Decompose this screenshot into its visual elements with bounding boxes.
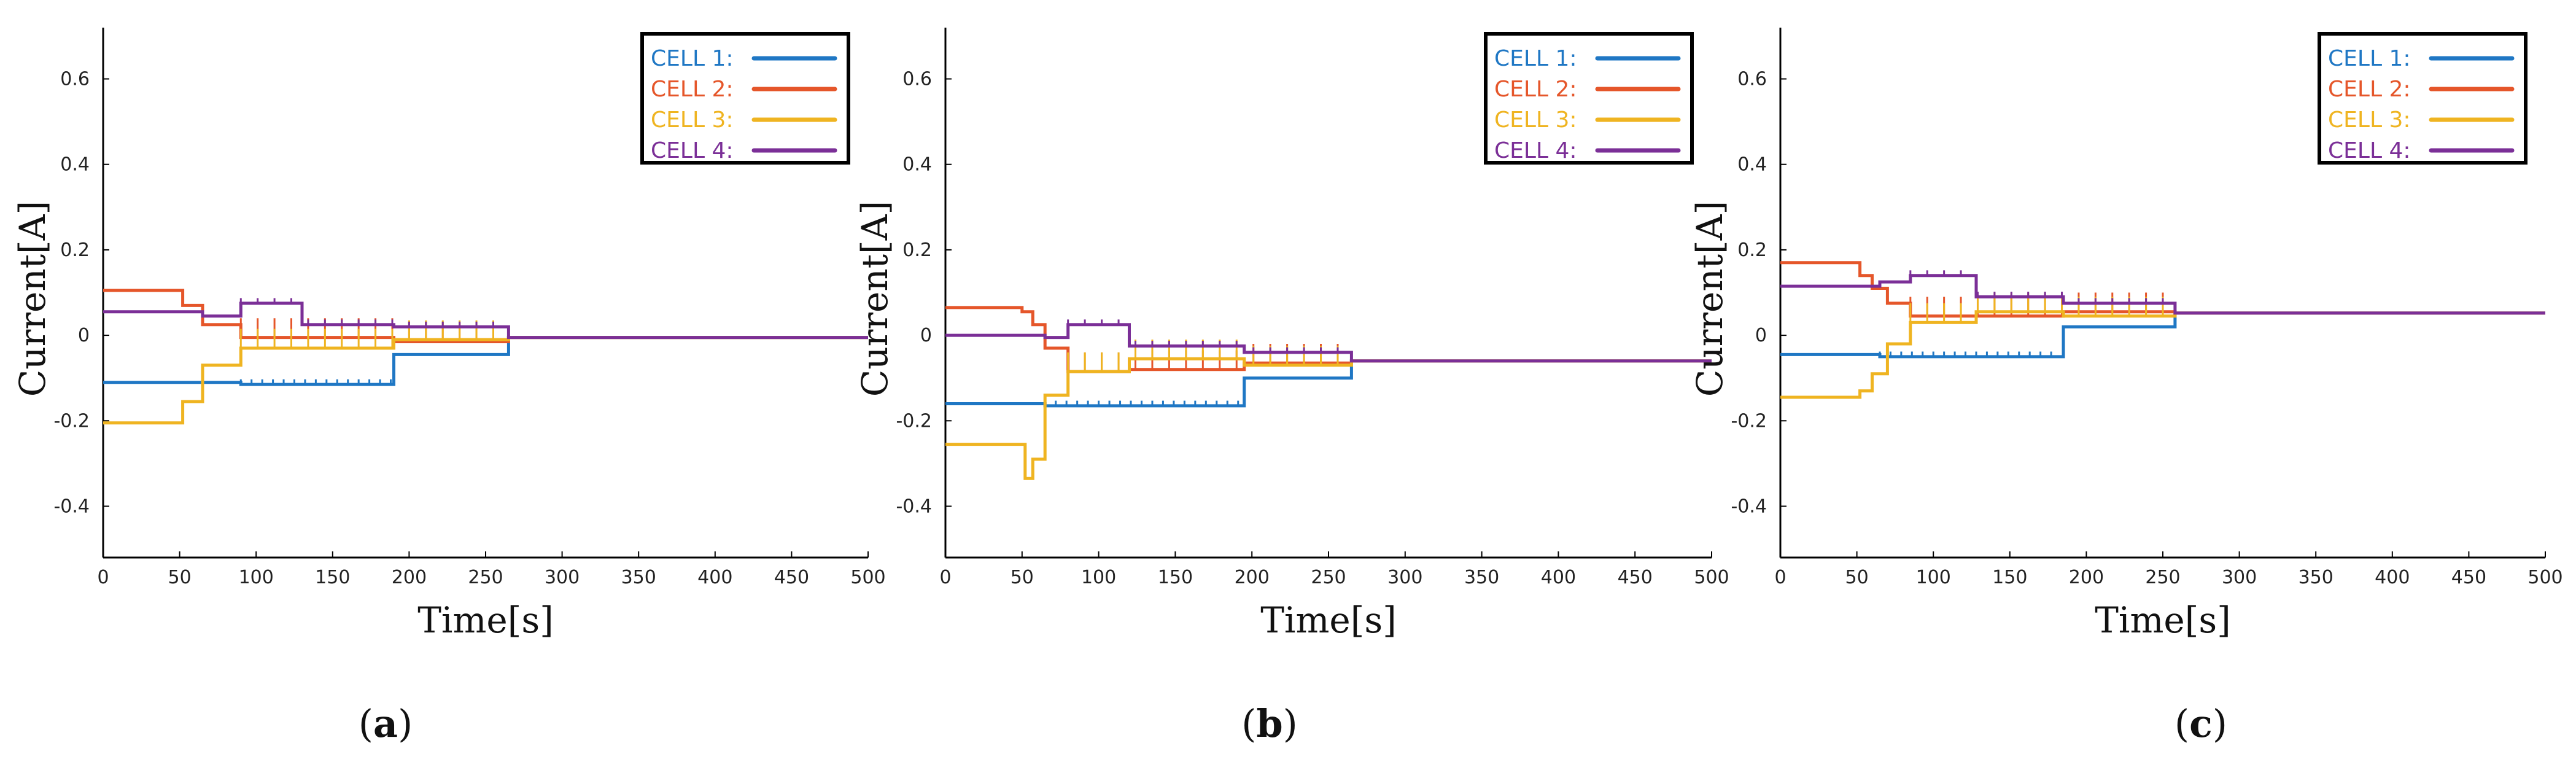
x-tick-label: 450: [2451, 567, 2486, 588]
y-tick-label: -0.4: [1731, 496, 1767, 517]
legend: CELL 1: CELL 2: CELL 3: CELL 4:: [2318, 32, 2528, 165]
panel-caption: (c): [2174, 701, 2227, 746]
series-line-cell-4: [945, 323, 1712, 363]
x-tick-label: 400: [1541, 567, 1576, 588]
x-axis-label: Time[s]: [1260, 599, 1397, 641]
y-tick-label: -0.2: [53, 410, 90, 432]
y-tick-label: 0: [1755, 325, 1767, 346]
series-spikes-cell-4: [1067, 319, 1339, 352]
legend-label-cell-1: CELL 1:: [1494, 46, 1577, 71]
legend-label-cell-4: CELL 4:: [651, 138, 733, 163]
x-tick-label: 300: [545, 567, 580, 588]
y-tick-label: 0.2: [60, 239, 90, 261]
x-tick-label: 50: [1011, 567, 1034, 588]
series-line-cell-3: [103, 336, 868, 425]
series-line-cell-4: [1780, 274, 2545, 315]
legend-label-cell-2: CELL 2:: [651, 77, 733, 102]
chart-panel-c: 0 50 100 150 200 250 300 350 400 450 500 -0.4 -0.2 0 0…: [1689, 28, 2563, 746]
legend-label-cell-4: CELL 4:: [1494, 138, 1577, 163]
x-tick-label: 300: [1387, 567, 1422, 588]
x-tick-label: 200: [392, 567, 427, 588]
legend-box: [640, 32, 850, 165]
series-spikes-cell-1: [1879, 351, 2052, 357]
x-axis-label: Time[s]: [417, 599, 554, 641]
legend-label-cell-3: CELL 3:: [1494, 107, 1577, 133]
chart-panel-a: 0 50 100 150 200 250 300 350 400 450 500 -0.4 -0.2 0 0…: [12, 28, 886, 746]
legend-label-cell-3: CELL 3:: [651, 107, 733, 133]
series-spikes-cell-4: [239, 298, 494, 327]
x-tick-label: 300: [2222, 567, 2257, 588]
x-tick-label: 100: [239, 567, 274, 588]
x-tick-label: 100: [1916, 567, 1951, 588]
x-tick-label: 500: [1694, 567, 1729, 588]
y-tick-label: -0.4: [53, 496, 90, 517]
y-tick-label: 0.2: [902, 239, 932, 261]
y-tick-label: 0.4: [902, 154, 932, 176]
x-tick-label: 100: [1081, 567, 1116, 588]
x-tick-label: 250: [468, 567, 503, 588]
x-tick-label: 0: [939, 567, 951, 588]
panel-caption: (a): [359, 701, 413, 746]
y-tick-label: -0.4: [896, 496, 932, 517]
series-line-cell-4: [103, 301, 868, 340]
x-tick-label: 400: [697, 567, 732, 588]
y-tick-label: 0.6: [902, 69, 932, 90]
y-axis-label: Current[A]: [12, 201, 53, 397]
x-tick-label: 200: [1235, 567, 1270, 588]
series-spikes-cell-4: [1909, 270, 2164, 303]
series-line-cell-3: [945, 357, 1712, 480]
y-tick-label: 0.6: [60, 69, 90, 90]
legend-label-cell-4: CELL 4:: [2328, 138, 2410, 163]
y-tick-label: -0.2: [896, 410, 932, 432]
legend-label-cell-3: CELL 3:: [2328, 107, 2410, 133]
panel-caption: (b): [1241, 701, 1298, 746]
x-tick-label: 0: [97, 567, 109, 588]
x-tick-label: 500: [2528, 567, 2562, 588]
y-tick-label: 0.4: [60, 154, 90, 176]
legend: CELL 1: CELL 2: CELL 3: CELL 4:: [640, 32, 850, 165]
legend-label-cell-2: CELL 2:: [1494, 77, 1577, 102]
y-axis-label: Current[A]: [1689, 201, 1731, 397]
x-tick-label: 150: [1992, 567, 2027, 588]
y-tick-label: 0.4: [1737, 154, 1767, 176]
x-tick-label: 350: [2299, 567, 2334, 588]
legend-label-cell-1: CELL 1:: [2328, 46, 2410, 71]
x-tick-label: 450: [774, 567, 809, 588]
y-tick-label: 0: [78, 325, 90, 346]
y-tick-label: 0: [920, 325, 932, 346]
legend-box: [1484, 32, 1694, 165]
y-tick-label: 0.6: [1737, 69, 1767, 90]
series-line-cell-1: [1780, 311, 2545, 359]
x-tick-label: 150: [1158, 567, 1193, 588]
x-tick-label: 250: [2145, 567, 2180, 588]
x-tick-label: 500: [850, 567, 885, 588]
chart-panel-b: 0 50 100 150 200 250 300 350 400 450 500 -0.4 -0.2 0 0…: [854, 28, 1729, 746]
x-tick-label: 450: [1618, 567, 1653, 588]
legend: CELL 1: CELL 2: CELL 3: CELL 4:: [1484, 32, 1694, 165]
series-spikes-cell-1: [239, 379, 392, 385]
legend-label-cell-2: CELL 2:: [2328, 77, 2410, 102]
x-tick-label: 250: [1311, 567, 1346, 588]
series-line-cell-1: [945, 359, 1712, 408]
legend-box: [2318, 32, 2528, 165]
x-tick-label: 50: [168, 567, 192, 588]
x-tick-label: 350: [621, 567, 656, 588]
x-tick-label: 0: [1774, 567, 1786, 588]
x-tick-label: 150: [315, 567, 350, 588]
y-tick-label: 0.2: [1737, 239, 1767, 261]
series-line-cell-3: [1780, 310, 2545, 399]
x-axis-label: Time[s]: [2095, 599, 2231, 641]
series-line-cell-1: [103, 336, 868, 386]
x-tick-label: 350: [1464, 567, 1499, 588]
y-tick-label: -0.2: [1731, 410, 1767, 432]
legend-label-cell-1: CELL 1:: [651, 46, 733, 71]
x-tick-label: 200: [2069, 567, 2104, 588]
y-axis-label: Current[A]: [854, 201, 896, 397]
x-tick-label: 50: [1845, 567, 1869, 588]
x-tick-label: 400: [2375, 567, 2410, 588]
